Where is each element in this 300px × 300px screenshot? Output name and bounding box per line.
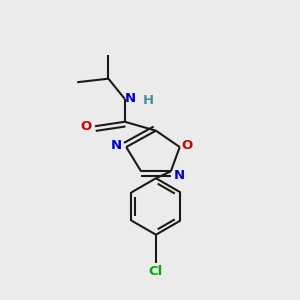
Text: N: N <box>110 139 122 152</box>
Text: O: O <box>80 120 92 133</box>
Text: H: H <box>143 94 154 106</box>
Text: N: N <box>174 169 185 182</box>
Text: O: O <box>182 139 193 152</box>
Text: N: N <box>125 92 136 105</box>
Text: Cl: Cl <box>149 266 163 278</box>
